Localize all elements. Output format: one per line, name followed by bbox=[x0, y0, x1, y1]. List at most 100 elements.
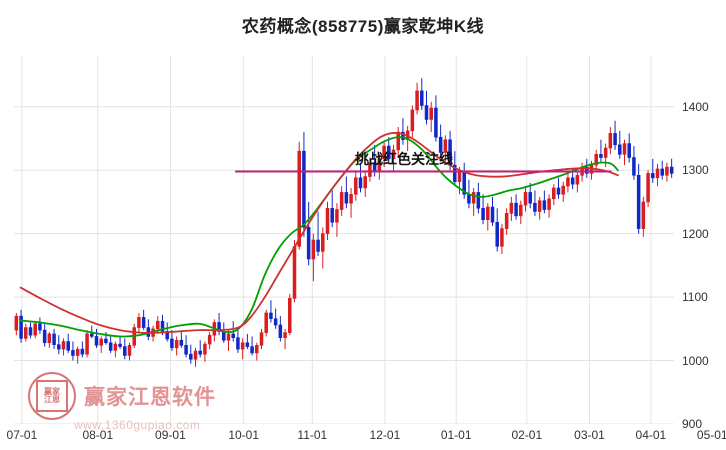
seal-inner-text: 赢家 江恩 bbox=[36, 380, 68, 412]
candle-body bbox=[38, 323, 42, 331]
candle-body bbox=[622, 143, 627, 155]
candle-body bbox=[28, 327, 33, 336]
candle-body bbox=[500, 228, 504, 247]
candle-body bbox=[603, 147, 608, 158]
candle-body bbox=[217, 322, 221, 332]
candle-body bbox=[297, 150, 301, 247]
candle-body bbox=[344, 192, 349, 204]
candle-body bbox=[514, 202, 518, 217]
candle-body bbox=[226, 333, 231, 341]
candle-body bbox=[420, 90, 424, 106]
candle-body bbox=[231, 333, 235, 339]
candle-body bbox=[391, 149, 396, 160]
candle-body bbox=[585, 166, 589, 174]
candle-body bbox=[561, 185, 565, 195]
candle-body bbox=[566, 177, 570, 187]
candle-body bbox=[396, 131, 400, 151]
candle-body bbox=[434, 107, 438, 138]
candle-body bbox=[335, 209, 339, 223]
candle-body bbox=[354, 177, 358, 195]
candle-body bbox=[401, 131, 405, 141]
candle-body bbox=[94, 336, 99, 346]
candle-body bbox=[660, 168, 664, 176]
candle-body bbox=[613, 133, 617, 146]
candle-body bbox=[618, 144, 622, 155]
candle-body bbox=[415, 90, 419, 111]
x-axis-tick-label: 07-01 bbox=[6, 428, 38, 442]
candle-body bbox=[476, 192, 481, 209]
candle-body bbox=[113, 343, 118, 351]
watermark-brand: 赢家江恩软件 bbox=[84, 386, 216, 409]
candle-body bbox=[387, 145, 391, 160]
y-axis-tick-label: 900 bbox=[682, 417, 703, 431]
candle-body bbox=[207, 334, 212, 345]
candle-body bbox=[47, 333, 52, 344]
candle-body bbox=[669, 166, 674, 174]
candle-body bbox=[71, 350, 75, 356]
y-axis-tick-label: 1400 bbox=[682, 99, 709, 114]
candle-body bbox=[349, 194, 353, 204]
candle-body bbox=[269, 312, 273, 319]
candle-body bbox=[457, 171, 462, 182]
candle-body bbox=[193, 350, 198, 360]
candle-body bbox=[184, 345, 188, 355]
page-title: 农药概念(858775)赢家乾坤K线 bbox=[241, 17, 485, 36]
candle-body bbox=[170, 338, 174, 349]
y-axis-tick-label: 1100 bbox=[682, 290, 708, 305]
candle-body bbox=[85, 333, 89, 355]
candle-body bbox=[636, 174, 641, 229]
moving-average-line bbox=[19, 136, 619, 338]
candle-body bbox=[368, 162, 372, 177]
candle-body bbox=[33, 323, 37, 336]
candle-body bbox=[547, 198, 551, 210]
candle-body bbox=[542, 200, 547, 210]
candle-body bbox=[594, 154, 598, 166]
candle-body bbox=[203, 343, 207, 355]
candle-body bbox=[339, 192, 344, 210]
candle-body bbox=[486, 206, 490, 220]
candle-body bbox=[14, 315, 19, 331]
candle-body bbox=[236, 337, 240, 350]
watermark-url: www.1360gupiao.com bbox=[74, 418, 201, 432]
candle-body bbox=[179, 339, 184, 346]
moving-average-line bbox=[19, 132, 619, 334]
candle-body bbox=[556, 187, 561, 195]
candle-body bbox=[288, 298, 292, 333]
candle-body bbox=[66, 341, 70, 351]
candle-body bbox=[632, 157, 636, 176]
candle-body bbox=[504, 213, 509, 229]
y-axis-tick-label: 1000 bbox=[682, 353, 709, 368]
x-axis-tick-label: 02-01 bbox=[511, 428, 543, 442]
candle-body bbox=[321, 233, 325, 252]
candle-body bbox=[438, 136, 443, 153]
candle-body bbox=[519, 204, 523, 217]
candle-body bbox=[627, 143, 631, 158]
chart-plot-area bbox=[14, 56, 674, 424]
candle-body bbox=[306, 227, 311, 260]
candle-body bbox=[471, 192, 476, 204]
candle-body bbox=[651, 173, 655, 179]
candle-body bbox=[641, 201, 646, 229]
candle-body bbox=[533, 202, 537, 212]
candle-body bbox=[292, 246, 297, 299]
candle-body bbox=[467, 194, 471, 204]
candle-body bbox=[495, 221, 499, 247]
candle-body bbox=[160, 320, 165, 332]
x-axis-tick-label: 04-01 bbox=[635, 428, 667, 442]
candle-body bbox=[156, 320, 160, 330]
candle-body bbox=[537, 200, 542, 212]
candle-body bbox=[575, 174, 580, 185]
x-axis-tick-label: 12-01 bbox=[369, 428, 401, 442]
candle-body bbox=[311, 239, 316, 260]
candle-body bbox=[127, 345, 132, 356]
candle-body bbox=[302, 150, 306, 228]
candle-body bbox=[174, 339, 179, 349]
candle-body bbox=[509, 202, 514, 214]
grid-layer bbox=[14, 56, 674, 424]
x-axis-tick-label: 10-01 bbox=[228, 428, 260, 442]
candle-body bbox=[52, 333, 56, 345]
candle-body bbox=[523, 192, 528, 206]
candle-body bbox=[453, 164, 457, 182]
candle-body bbox=[278, 324, 283, 339]
candle-body bbox=[137, 317, 141, 328]
